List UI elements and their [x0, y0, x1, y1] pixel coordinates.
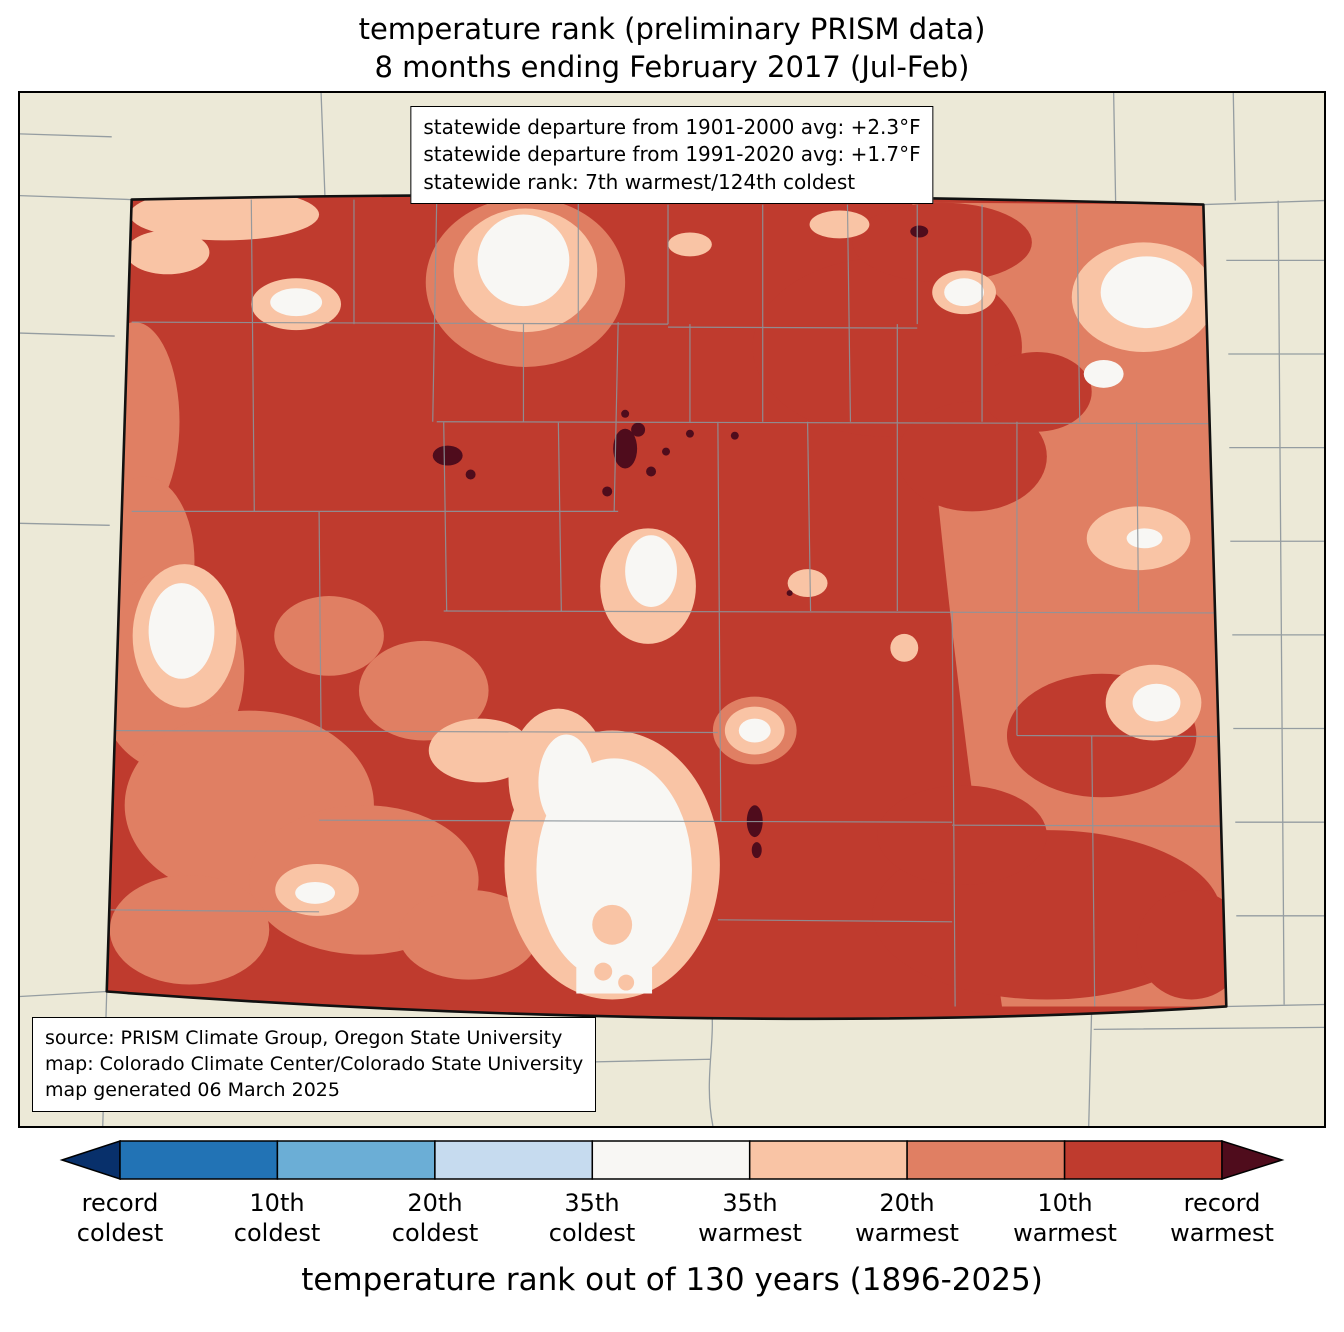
source-box: source: PRISM Climate Group, Oregon Stat…: [32, 1016, 597, 1112]
regions-near-normal: [148, 214, 1193, 994]
colorbar-segment-neutral: [591, 1139, 751, 1180]
caption: temperature rank out of 130 years (1896-…: [301, 1261, 1043, 1298]
colorado-map: [20, 92, 1324, 1126]
legend-label-20th-coldest: 20th coldest: [391, 1188, 479, 1247]
colorbar-segment-warmest-20: [906, 1139, 1066, 1180]
legend-label-20th-warmest: 20th warmest: [855, 1188, 959, 1247]
source-line-1: source: PRISM Climate Group, Oregon Stat…: [45, 1026, 563, 1049]
title-block: temperature rank (preliminary PRISM data…: [0, 10, 1344, 87]
legend-label-record-warmest: record warmest: [1170, 1188, 1274, 1247]
colorbar: [59, 1139, 1285, 1180]
stats-box: statewide departure from 1901-2000 avg: …: [410, 105, 934, 205]
legend-label-35th-warmest: 35th warmest: [698, 1188, 802, 1247]
stats-line-1: statewide departure from 1901-2000 avg: …: [423, 114, 921, 139]
legend-label-10th-coldest: 10th coldest: [233, 1188, 321, 1247]
colorbar-segment-warmest-10: [1063, 1139, 1223, 1180]
colorbar-segment-warmest-35: [748, 1139, 908, 1180]
chart-title: temperature rank (preliminary PRISM data…: [358, 12, 986, 46]
chart-subtitle: 8 months ending February 2017 (Jul-Feb): [374, 50, 970, 85]
colorbar-segment-coldest-20: [276, 1139, 436, 1180]
county-boundaries: [106, 199, 1227, 1007]
legend-label-35th-coldest: 35th coldest: [548, 1188, 636, 1247]
colorbar-labels: record coldest 10th coldest 20th coldest…: [0, 1188, 1344, 1256]
regions-record-warmest: [432, 225, 929, 858]
source-line-3: map generated 06 March 2025: [45, 1079, 340, 1102]
map-plot: statewide departure from 1901-2000 avg: …: [18, 90, 1326, 1128]
stats-line-3: statewide rank: 7th warmest/124th coldes…: [423, 169, 856, 194]
colorbar-arrow-record-warmest: [1221, 1139, 1285, 1180]
legend-label-record-coldest: record coldest: [76, 1188, 164, 1247]
colorbar-segment-coldest-35: [434, 1139, 594, 1180]
stats-line-2: statewide departure from 1991-2020 avg: …: [423, 142, 921, 167]
legend-label-10th-warmest: 10th warmest: [1013, 1188, 1117, 1247]
regions-35th-warmest-dots: [592, 904, 635, 991]
colorbar-arrow-record-coldest: [59, 1139, 121, 1180]
colorbar-segment-coldest-10: [119, 1139, 279, 1180]
source-line-2: map: Colorado Climate Center/Colorado St…: [45, 1053, 584, 1076]
